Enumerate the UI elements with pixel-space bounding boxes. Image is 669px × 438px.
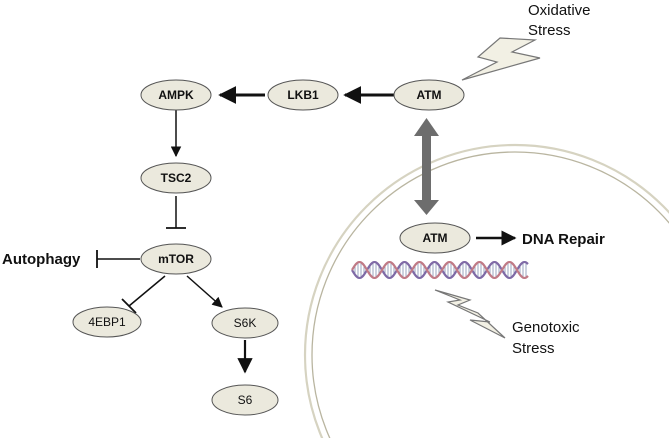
node-ampk: AMPK bbox=[140, 79, 212, 111]
node-4ebp1: 4EBP1 bbox=[72, 306, 142, 338]
node-atm-cytoplasm: ATM bbox=[393, 79, 465, 111]
node-4ebp1-label: 4EBP1 bbox=[88, 315, 126, 329]
node-atm-nucleus: ATM bbox=[399, 222, 471, 254]
genotoxic-stress-bolt-icon bbox=[434, 289, 506, 339]
inhibit-mtor-to-4ebp1 bbox=[121, 275, 166, 314]
node-ampk-label: AMPK bbox=[158, 88, 194, 102]
node-atm-cytoplasm-label: ATM bbox=[416, 88, 441, 102]
inhibit-mtor-to-autophagy bbox=[96, 250, 140, 268]
node-mtor: mTOR bbox=[140, 243, 212, 275]
oxidative-stress-label-line1: Oxidative bbox=[528, 2, 591, 19]
node-mtor-label: mTOR bbox=[158, 252, 194, 266]
node-tsc2: TSC2 bbox=[140, 162, 212, 194]
dna-strand-a bbox=[351, 260, 529, 280]
genotoxic-stress-label-line1: Genotoxic bbox=[512, 319, 580, 336]
node-s6k-label: S6K bbox=[234, 316, 257, 330]
node-s6k: S6K bbox=[211, 307, 279, 339]
arrow-mtor-to-s6k bbox=[186, 275, 223, 308]
genotoxic-stress-label-line2: Stress bbox=[512, 340, 555, 357]
node-s6-label: S6 bbox=[238, 393, 253, 407]
dna-helix-icon bbox=[351, 260, 529, 280]
autophagy-label: Autophagy bbox=[2, 251, 81, 268]
node-tsc2-label: TSC2 bbox=[161, 171, 192, 185]
atm-shuttle-arrow bbox=[414, 118, 439, 215]
node-lkb1-label: LKB1 bbox=[287, 88, 319, 102]
node-lkb1: LKB1 bbox=[267, 79, 339, 111]
inhibit-tsc2-to-mtor bbox=[166, 196, 186, 229]
dna-strand-b bbox=[351, 260, 529, 280]
node-s6: S6 bbox=[211, 384, 279, 416]
oxidative-stress-bolt-icon bbox=[461, 37, 541, 81]
oxidative-stress-label-line2: Stress bbox=[528, 22, 571, 39]
dna-repair-label: DNA Repair bbox=[522, 231, 605, 248]
nucleus-outer-ring bbox=[303, 143, 669, 438]
node-atm-nucleus-label: ATM bbox=[422, 231, 447, 245]
nucleus-inner-ring bbox=[311, 151, 669, 438]
nucleus-membrane bbox=[303, 143, 669, 438]
